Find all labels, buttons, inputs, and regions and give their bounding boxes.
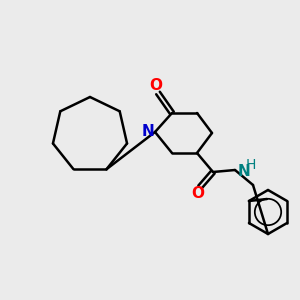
Text: H: H (246, 158, 256, 172)
Text: O: O (191, 187, 205, 202)
Text: N: N (238, 164, 251, 179)
Text: O: O (149, 77, 163, 92)
Text: N: N (142, 124, 154, 140)
